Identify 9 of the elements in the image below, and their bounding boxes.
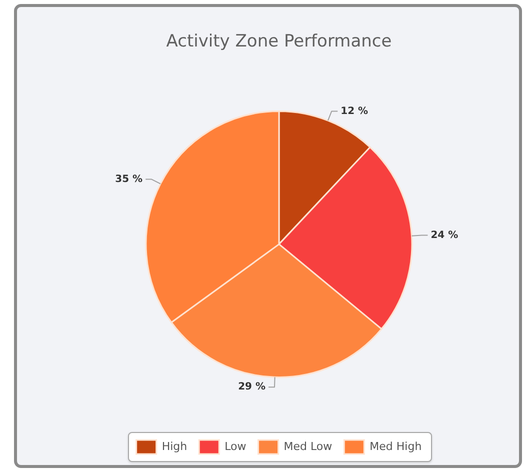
data-label: 24 % xyxy=(430,230,458,241)
legend-label: Low xyxy=(224,440,246,453)
data-label: 12 % xyxy=(340,106,368,117)
legend-label: Med Low xyxy=(284,440,332,453)
chart-title: Activity Zone Performance xyxy=(166,32,392,52)
legend-label: Med High xyxy=(370,440,422,453)
data-label: 29 % xyxy=(238,382,266,393)
data-label: 35 % xyxy=(115,174,143,185)
legend-label: High xyxy=(162,440,188,453)
